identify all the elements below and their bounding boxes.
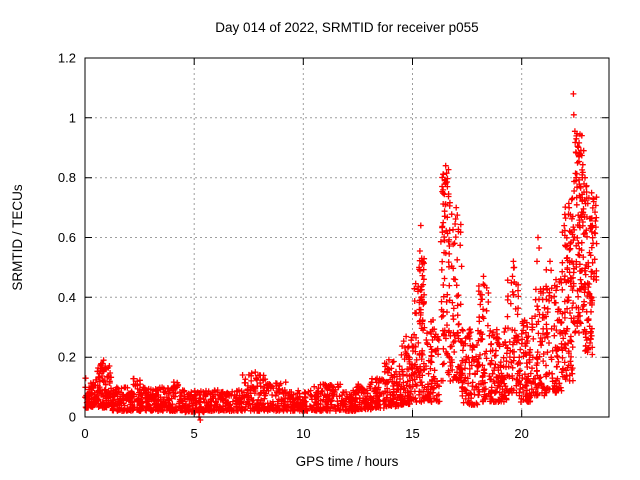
y-tick-label: 0.4 [58, 290, 76, 305]
y-tick-label: 0.2 [58, 350, 76, 365]
y-axis-label: SRMTID / TECUs [10, 184, 25, 291]
data-point-markers [82, 90, 600, 423]
x-tick-label: 10 [296, 426, 310, 441]
gridlines [85, 58, 609, 417]
y-tick-label: 0.8 [58, 170, 76, 185]
y-tick-label: 0.6 [58, 230, 76, 245]
grid-line [85, 58, 609, 417]
x-tick-label: 5 [191, 426, 198, 441]
x-axis-label: GPS time / hours [296, 454, 399, 469]
x-tick-label: 15 [405, 426, 419, 441]
y-tick-label: 1 [69, 110, 76, 125]
x-tick-label: 0 [81, 426, 88, 441]
axis-tick-marks [84, 57, 609, 418]
y-tick-label: 1.2 [58, 51, 76, 66]
axis-tick-labels: 0 5 10 15 20 0 0.2 0.4 0.6 0.8 1 1.2 [58, 51, 529, 442]
chart-title: Day 014 of 2022, SRMTID for receiver p05… [215, 20, 478, 35]
x-tick-label: 20 [514, 426, 528, 441]
tick-mark [84, 57, 609, 418]
y-tick-label: 0 [69, 410, 76, 425]
scatter-points [82, 90, 600, 423]
